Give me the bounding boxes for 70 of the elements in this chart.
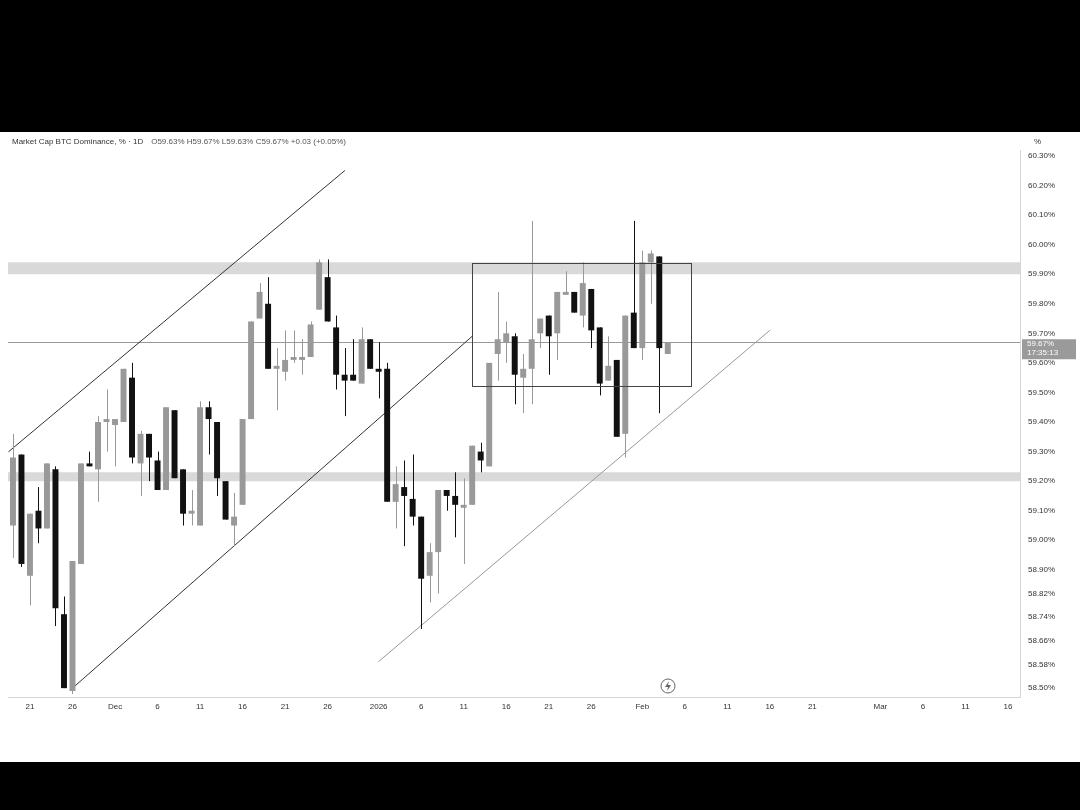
text: 17:35:13 [1027, 348, 1059, 358]
y-tick-label: 58.50% [1028, 683, 1056, 693]
candlestick [452, 471, 459, 538]
y-tick-label: 59.40% [1028, 417, 1056, 427]
y-tick-label: 60.10% [1028, 210, 1056, 220]
x-tick-label: 11 [459, 702, 469, 711]
candlestick [477, 442, 484, 473]
y-tick-label: 60.30% [1028, 151, 1056, 161]
chart-title: Market Cap BTC Dominance, % · 1D [12, 137, 144, 147]
y-tick-label: 58.90% [1028, 565, 1056, 575]
y-tick-label: 59.90% [1028, 269, 1056, 279]
candlestick [112, 418, 118, 467]
candlestick [350, 338, 357, 382]
x-tick-label: 6 [920, 702, 926, 711]
y-tick-label: 58.58% [1028, 659, 1056, 669]
x-tick-label: 21 [25, 702, 35, 711]
candlestick [341, 347, 348, 417]
y-tick-label: 59.10% [1028, 505, 1056, 515]
x-tick-label: 26 [586, 702, 597, 711]
y-tick-label: 59.50% [1028, 387, 1056, 397]
candlestick [146, 433, 152, 482]
x-tick-label: 21 [280, 702, 291, 711]
x-tick-label: 11 [961, 702, 971, 711]
y-tick-label: 59.20% [1028, 476, 1056, 486]
candlestick [205, 400, 212, 456]
x-tick-label: 11 [723, 702, 733, 711]
y-tick-label: 59.30% [1028, 446, 1056, 456]
candlestick [426, 542, 433, 603]
x-tick-label: 26 [68, 702, 78, 711]
x-tick-label: 16 [501, 702, 512, 711]
candlestick [460, 477, 467, 565]
x-tick-label: 21 [807, 702, 818, 711]
y-tick-label: 58.66% [1028, 636, 1056, 646]
candlestick [647, 250, 654, 305]
candlestick [545, 315, 552, 376]
y-tick-label: 58.74% [1028, 612, 1056, 622]
candlestick [562, 270, 569, 296]
x-tick-label: 16 [238, 702, 248, 711]
candlestick [401, 459, 408, 547]
y-tick-label: 58.82% [1028, 588, 1056, 598]
candlestick [273, 347, 280, 411]
y-tick-label: 60.20% [1028, 180, 1056, 190]
ref-line-label: 59.67% [1027, 339, 1055, 349]
candlestick [520, 353, 527, 414]
x-tick-label: Mar [873, 702, 888, 711]
candlestick [392, 465, 399, 529]
x-tick-label: Dec [107, 702, 123, 711]
x-tick-label: 16 [1003, 702, 1013, 711]
x-tick-label: 11 [195, 702, 205, 711]
chart-subtitle: O59.63% H59.67% L59.63% C59.67% +0.03 (+0.05%) [151, 137, 347, 147]
y-tick-label: 59.70% [1028, 328, 1056, 338]
candlestick [231, 492, 238, 547]
x-tick-label: Feb [635, 702, 650, 711]
candlestick [35, 486, 42, 544]
candlestick [188, 489, 195, 527]
x-tick-label: 6 [682, 702, 688, 711]
x-tick-label: 26 [323, 702, 333, 711]
candlestick [375, 341, 382, 399]
x-tick-label: 6 [155, 702, 161, 711]
candlestick [443, 489, 450, 512]
candlestick [409, 454, 416, 527]
x-tick-label: 21 [544, 702, 554, 711]
x-tick-label: 16 [765, 702, 775, 711]
y-tick-label: 60.00% [1028, 239, 1056, 249]
y-tick-label: 59.80% [1028, 298, 1056, 308]
y-axis-title: % [1034, 137, 1042, 147]
x-tick-label: 2026 [369, 702, 389, 711]
y-tick-label: 59.00% [1028, 535, 1056, 545]
x-tick-label: 6 [418, 702, 424, 711]
y-tick-label: 59.60% [1028, 358, 1056, 368]
